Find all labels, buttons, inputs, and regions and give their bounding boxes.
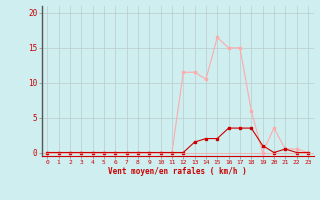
X-axis label: Vent moyen/en rafales ( km/h ): Vent moyen/en rafales ( km/h ) [108, 167, 247, 176]
